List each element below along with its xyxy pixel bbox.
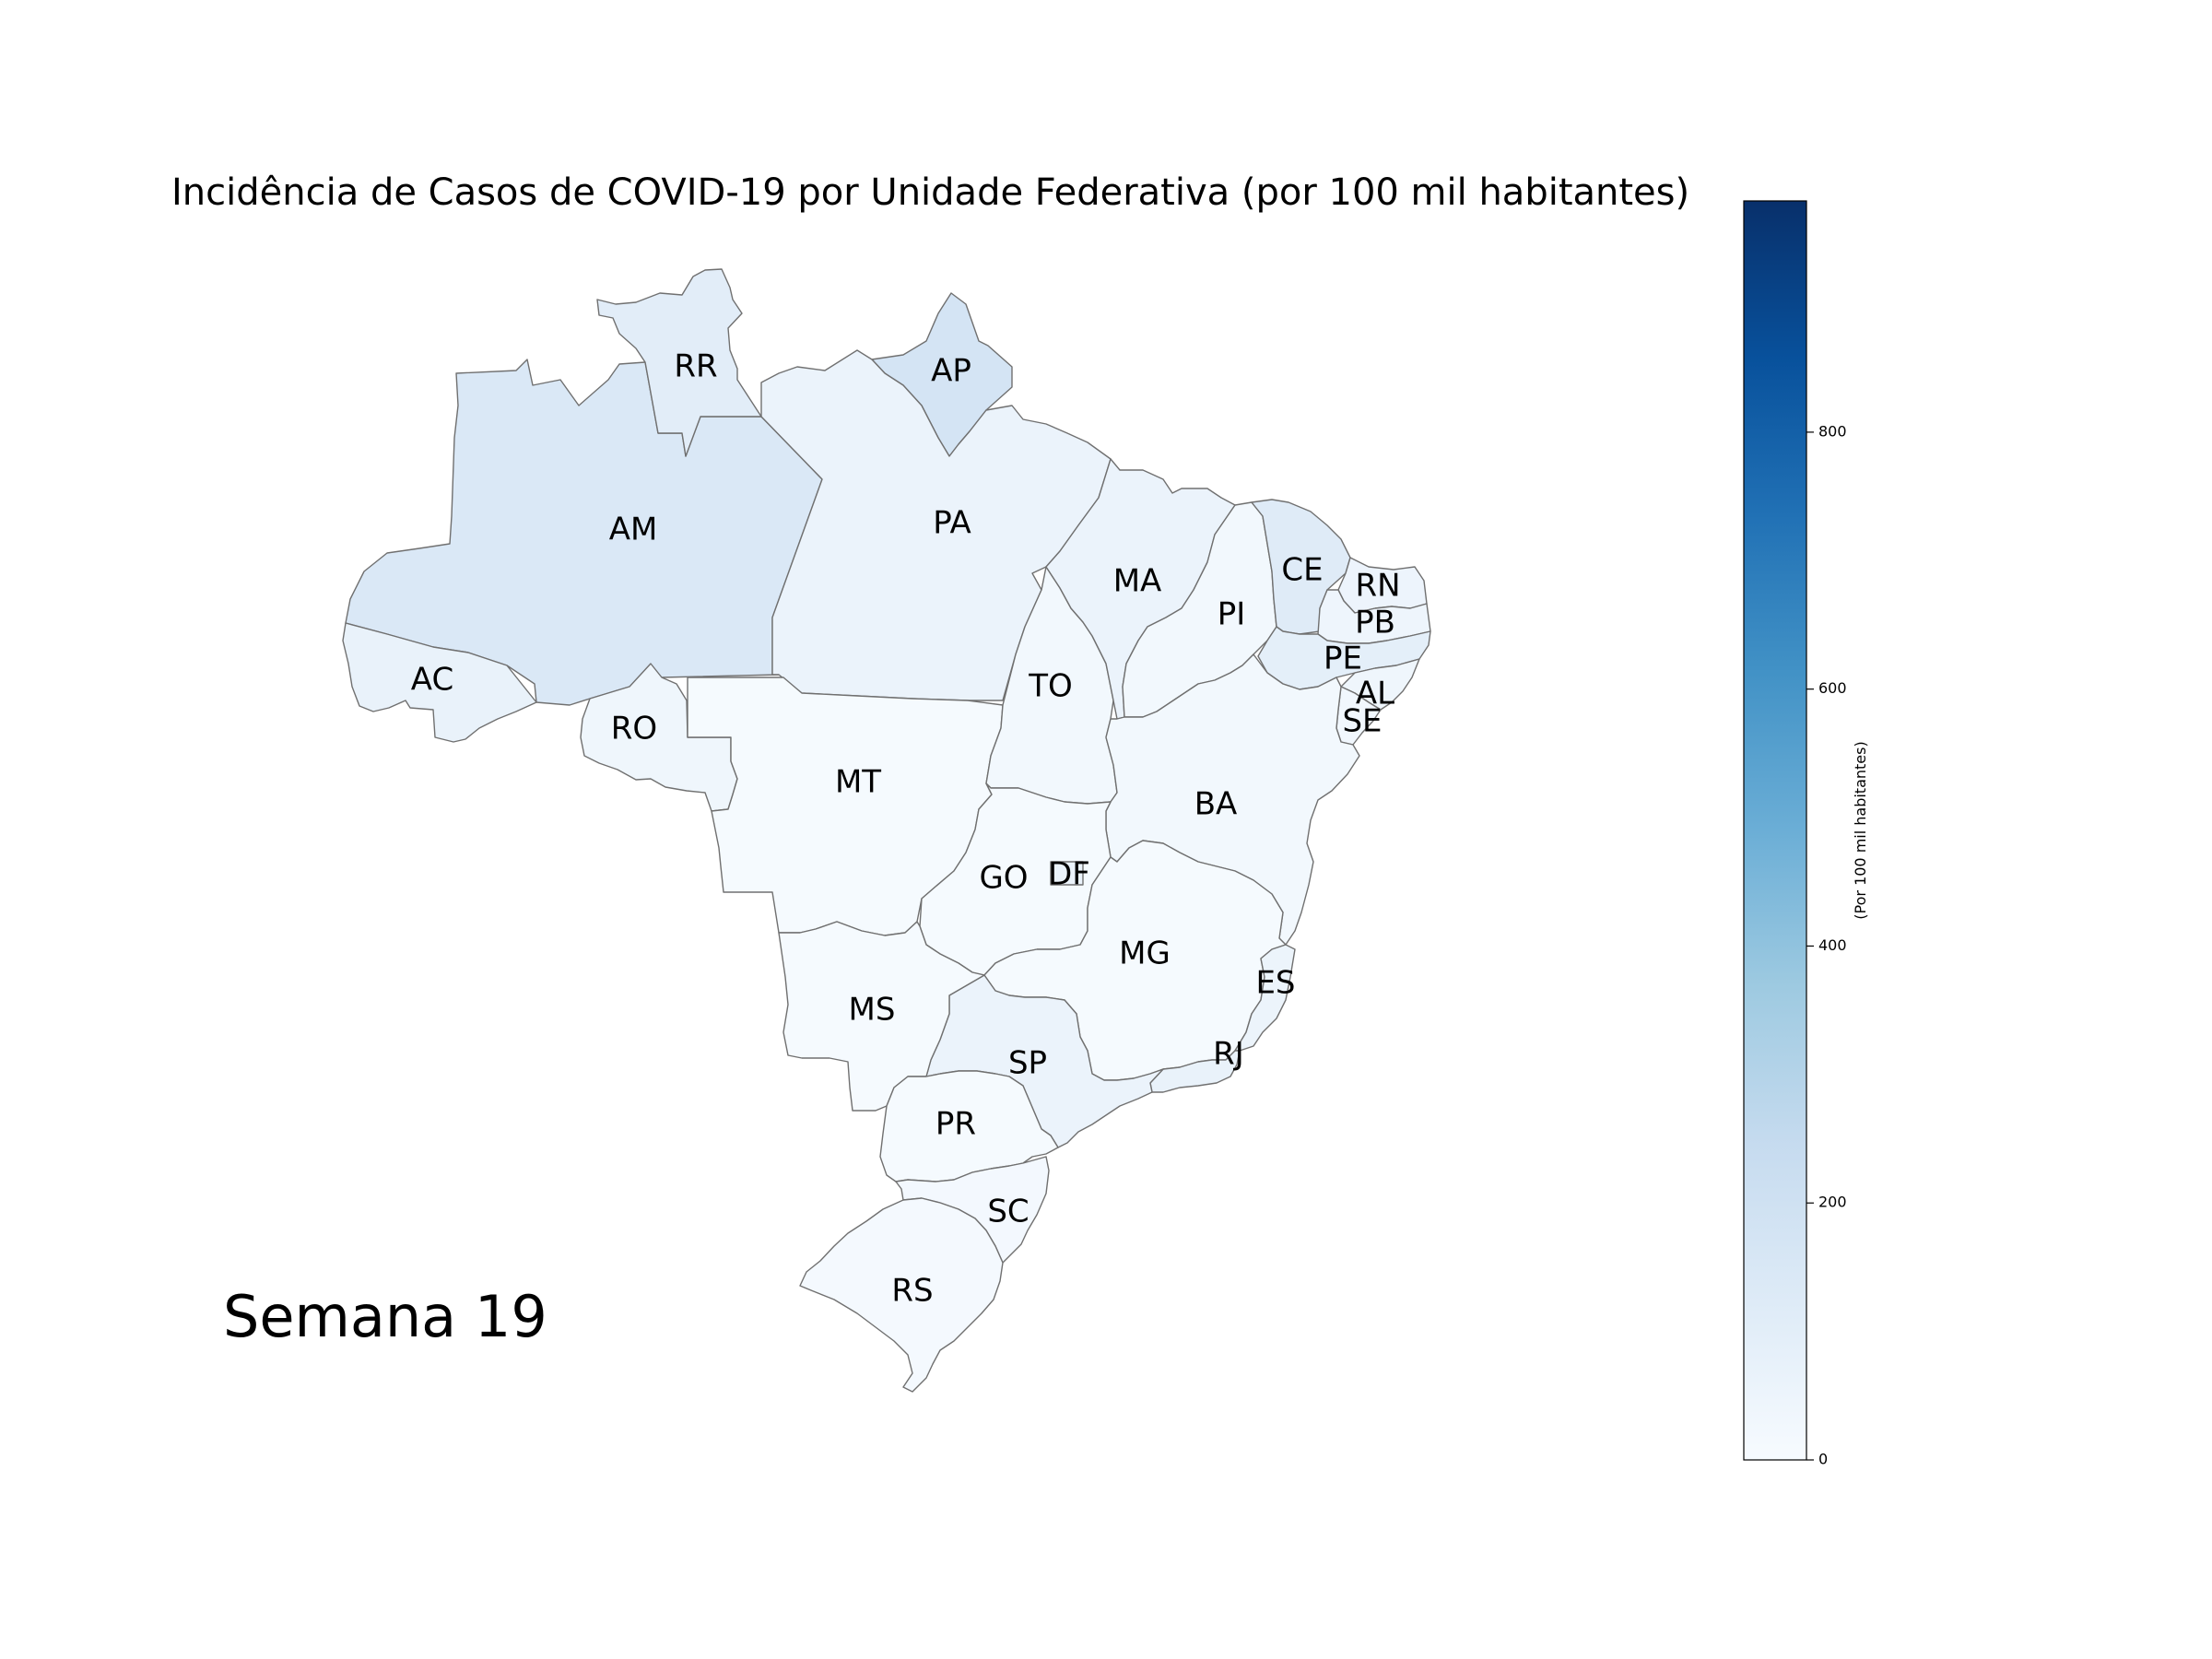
state-label-ap: AP: [931, 353, 971, 390]
state-al: [1340, 658, 1420, 711]
state-label-sp: SP: [1008, 1045, 1047, 1082]
map-title: Incidência de Casos de COVID-19 por Unid…: [171, 171, 1689, 214]
week-label: Semana 19: [223, 1283, 547, 1350]
state-label-ro: RO: [611, 711, 657, 747]
state-df: [1050, 861, 1084, 886]
colorbar-tick-label: 400: [1818, 936, 1847, 954]
state-label-pr: PR: [935, 1106, 976, 1143]
state-label-ba: BA: [1194, 786, 1238, 823]
colorbar-gradient: [1743, 200, 1807, 1461]
colorbar-tick-label: 800: [1818, 422, 1847, 440]
colorbar-tick-label: 0: [1818, 1451, 1828, 1468]
state-label-df: DF: [1048, 856, 1090, 893]
state-rs: [799, 1197, 1004, 1393]
state-label-pe: PE: [1324, 641, 1362, 677]
state-label-al: AL: [1356, 676, 1394, 712]
state-label-rr: RR: [674, 348, 717, 385]
state-label-pi: PI: [1218, 596, 1246, 633]
colorbar-ticks: 0 200 400 600 800: [1806, 422, 1847, 1468]
state-label-ma: MA: [1113, 563, 1162, 600]
state-ac: [342, 622, 537, 743]
state-label-go: GO: [979, 860, 1028, 897]
state-label-se: SE: [1342, 703, 1382, 740]
state-label-pb: PB: [1355, 605, 1395, 641]
state-label-mg: MG: [1119, 935, 1171, 972]
state-ms: [778, 921, 985, 1112]
colorbar: 0 200 400 600 800 (Por 100 mil habitantes): [1743, 200, 1869, 1468]
state-label-ce: CE: [1281, 552, 1323, 589]
state-label-ms: MS: [849, 992, 896, 1029]
state-label-to: TO: [1028, 668, 1073, 705]
state-label-ac: AC: [411, 662, 453, 699]
state-label-pa: PA: [933, 505, 971, 542]
brazil-map: [342, 268, 1431, 1393]
state-label-am: AM: [609, 512, 658, 548]
state-label-es: ES: [1255, 965, 1295, 1002]
state-label-rj: RJ: [1213, 1036, 1244, 1073]
state-label-sc: SC: [987, 1194, 1029, 1230]
colorbar-tick-label: 600: [1818, 679, 1847, 697]
state-rj: [1149, 1050, 1241, 1093]
state-label-rn: RN: [1355, 568, 1400, 605]
colorbar-label: (Por 100 mil habitantes): [1852, 741, 1869, 919]
state-rr: [596, 268, 762, 457]
colorbar-tick-label: 200: [1818, 1194, 1847, 1211]
state-label-rs: RS: [891, 1273, 933, 1310]
state-label-mt: MT: [835, 764, 881, 801]
